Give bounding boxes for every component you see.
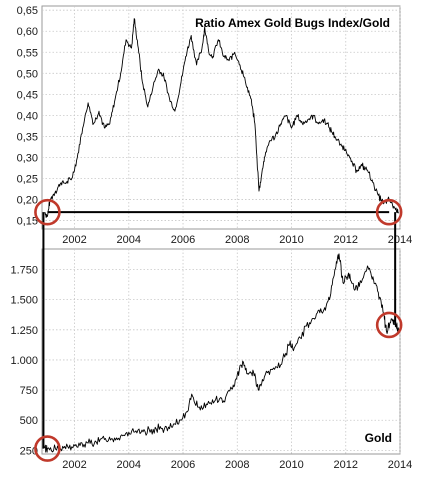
ratio-x-tick-label: 2012 (334, 234, 358, 246)
ratio-y-tick-label: 0,25 (17, 174, 38, 186)
gold-gridlines (42, 249, 401, 454)
gold-x-axis-ticks: 2002 2004 2006 2008 2010 2012 2014 (62, 459, 412, 471)
ratio-x-tick-label: 2004 (117, 234, 141, 246)
ratio-x-tick-label: 2006 (171, 234, 195, 246)
ratio-y-tick-label: 0,15 (17, 216, 38, 228)
gold-end-circle-marker (375, 311, 403, 339)
gold-series-line (44, 253, 400, 453)
ratio-y-tick-label: 0,20 (17, 195, 38, 207)
ratio-y-tick-label: 0,50 (17, 68, 38, 80)
gold-x-tick-label: 2002 (62, 459, 86, 471)
ratio-y-tick-label: 0,35 (17, 131, 38, 143)
gold-y-tick-label: 1.250 (10, 325, 38, 337)
gold-y-tick-label: 1.000 (10, 355, 38, 367)
ratio-y-tick-label: 0,40 (17, 110, 38, 122)
ratio-chart-title: Ratio Amex Gold Bugs Index/Gold (195, 16, 390, 30)
gold-y-tick-label: 1.500 (10, 295, 38, 307)
gold-x-tick-label: 2004 (117, 459, 141, 471)
ratio-y-axis-ticks: 0,15 0,20 0,25 0,30 0,35 0,40 0,45 0,50 0,55 0,60… (17, 5, 38, 227)
ratio-x-tick-label: 2002 (62, 234, 86, 246)
ratio-gridlines (42, 6, 401, 229)
ratio-end-circle-marker (375, 198, 403, 226)
gold-chart-frame (41, 248, 401, 455)
gold-y-tick-label: 250 (20, 445, 38, 457)
gold-y-tick-label: 750 (20, 385, 38, 397)
gold-chart-title: Gold (365, 431, 392, 445)
gold-y-axis-ticks: 250 500 750 1.000 1.250 1.500 1.750 (10, 265, 38, 458)
ratio-y-tick-label: 0,55 (17, 47, 38, 59)
ratio-y-tick-label: 0,60 (17, 26, 38, 38)
gold-x-tick-label: 2008 (225, 459, 249, 471)
ratio-y-tick-label: 0,30 (17, 152, 38, 164)
ratio-start-circle-marker (34, 198, 61, 226)
ratio-x-axis-ticks: 2002 2004 2006 2008 2010 2012 2014 (62, 234, 412, 246)
gold-x-tick-label: 2006 (171, 459, 195, 471)
ratio-x-tick-label: 2010 (279, 234, 303, 246)
ratio-y-tick-label: 0,65 (17, 5, 38, 17)
ratio-y-tick-label: 0,45 (17, 89, 38, 101)
gold-y-tick-label: 1.750 (10, 265, 38, 277)
annotation-overlay (34, 198, 403, 462)
ratio-chart: 0,15 0,20 0,25 0,30 0,35 0,40 0,45 0,50 0,55 0,60… (17, 5, 413, 246)
gold-x-tick-label: 2012 (334, 459, 358, 471)
ratio-series-line (44, 18, 399, 218)
ratio-x-tick-label: 2014 (388, 234, 412, 246)
ratio-chart-frame (41, 5, 401, 230)
gold-y-tick-label: 500 (20, 415, 38, 427)
ratio-x-tick-label: 2008 (225, 234, 249, 246)
gold-x-tick-label: 2010 (279, 459, 303, 471)
gold-x-tick-label: 2014 (388, 459, 412, 471)
gold-start-circle-marker (34, 435, 61, 462)
